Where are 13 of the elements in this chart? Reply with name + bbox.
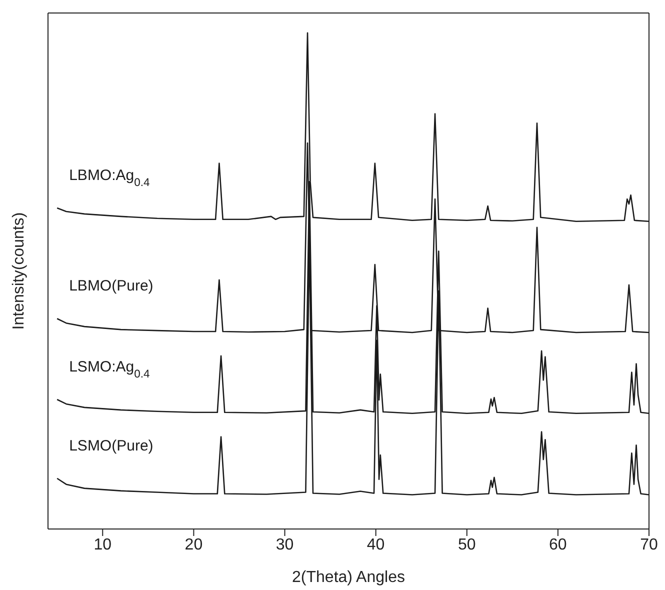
x-tick-label: 60 [549,536,567,554]
y-axis-title: Intensity(counts) [10,212,28,330]
x-tick-label: 50 [458,536,476,554]
x-axis-title: 2(Theta) Angles [292,569,405,586]
series-label: LSMO(Pure) [69,437,154,454]
series-label: LBMO(Pure) [69,278,154,295]
x-tick-label: 70 [640,536,658,554]
series-label: LSMO:Ag$_{0.4}$ [69,358,150,381]
x-tick-label: 30 [276,536,294,554]
x-tick-label: 20 [184,536,203,554]
series-label: LBMO:Ag$_{0.4}$ [69,166,150,189]
x-tick-label: 40 [366,536,385,554]
x-tick-label: 10 [94,536,112,554]
